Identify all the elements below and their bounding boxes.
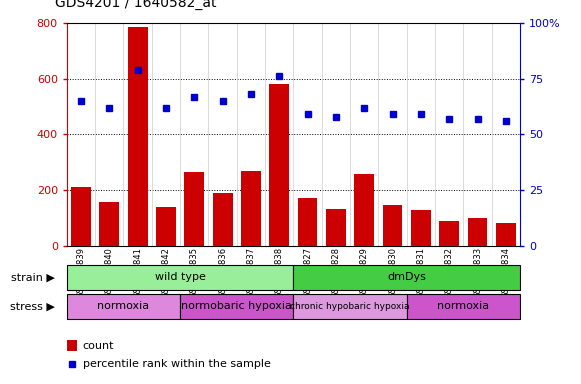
Bar <box>67 294 180 319</box>
Bar <box>411 210 431 246</box>
Bar <box>180 294 293 319</box>
Bar <box>213 193 232 246</box>
Bar <box>67 265 293 290</box>
Bar <box>293 294 407 319</box>
Text: percentile rank within the sample: percentile rank within the sample <box>83 359 271 369</box>
Bar <box>156 207 176 246</box>
Text: dmDys: dmDys <box>388 272 426 283</box>
Bar <box>439 221 459 246</box>
Text: strain ▶: strain ▶ <box>11 272 55 283</box>
Bar <box>71 187 91 246</box>
Bar <box>326 209 346 246</box>
Text: stress ▶: stress ▶ <box>10 301 55 311</box>
Text: wild type: wild type <box>155 272 206 283</box>
Bar <box>293 265 520 290</box>
Bar <box>297 198 317 246</box>
Bar <box>67 340 77 351</box>
Text: normoxia: normoxia <box>98 301 149 311</box>
Bar <box>468 218 487 246</box>
Bar <box>184 172 204 246</box>
Bar <box>354 174 374 246</box>
Bar <box>128 28 148 246</box>
Bar <box>496 223 516 246</box>
Text: normobaric hypoxia: normobaric hypoxia <box>181 301 292 311</box>
Text: normoxia: normoxia <box>437 301 489 311</box>
Bar <box>383 205 403 246</box>
Text: GDS4201 / 1640582_at: GDS4201 / 1640582_at <box>55 0 217 10</box>
Bar <box>241 171 261 246</box>
Text: chronic hypobaric hypoxia: chronic hypobaric hypoxia <box>290 302 410 311</box>
Bar <box>99 202 119 246</box>
Bar <box>407 294 520 319</box>
Bar <box>270 84 289 246</box>
Text: count: count <box>83 341 114 351</box>
